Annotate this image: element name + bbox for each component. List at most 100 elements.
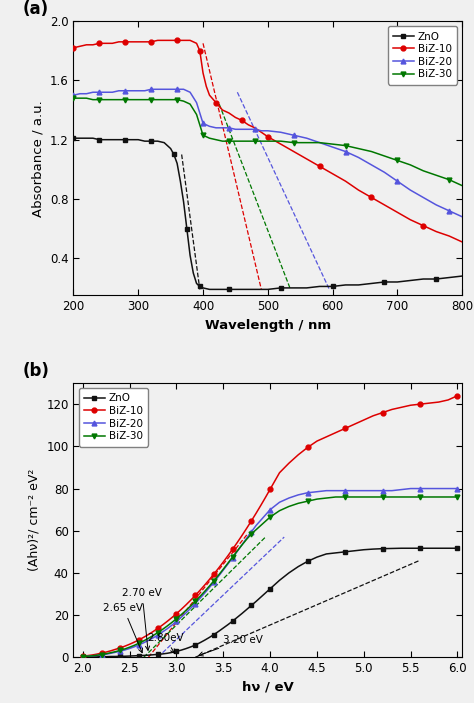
ZnO (226, 285, 232, 294)
ZnO (116, 136, 122, 144)
BiZ-20 (356, 153, 361, 162)
BiZ-30 (408, 161, 413, 169)
BiZ-20 (155, 85, 161, 93)
BiZ-20 (109, 88, 115, 96)
BiZ-20 (265, 127, 271, 135)
BiZ-30 (459, 181, 465, 190)
BiZ-10 (203, 82, 209, 91)
BiZ-30 (122, 96, 128, 104)
BiZ-10 (71, 44, 76, 52)
BiZ-10 (248, 517, 254, 525)
BiZ-30 (265, 137, 271, 146)
BiZ-10 (136, 636, 142, 644)
BiZ-20 (97, 88, 102, 96)
X-axis label: hν / eV: hν / eV (242, 681, 294, 694)
BiZ-20 (420, 193, 426, 202)
BiZ-20 (207, 122, 212, 131)
BiZ-30 (83, 94, 89, 103)
BiZ-30 (330, 140, 336, 148)
BiZ-20 (146, 636, 151, 645)
BiZ-10 (80, 652, 86, 660)
BiZ-30 (333, 493, 338, 501)
BiZ-20 (278, 128, 283, 136)
BiZ-30 (369, 148, 374, 156)
BiZ-30 (174, 96, 180, 104)
BiZ-30 (304, 138, 310, 147)
BiZ-10 (168, 36, 173, 44)
BiZ-20 (394, 177, 400, 186)
BiZ-10 (109, 39, 115, 48)
BiZ-10 (103, 39, 109, 48)
BiZ-30 (155, 96, 161, 104)
BiZ-30 (219, 137, 225, 146)
BiZ-10 (178, 605, 184, 614)
BiZ-30 (356, 144, 361, 153)
ZnO (194, 279, 200, 288)
ZnO (230, 617, 236, 625)
BiZ-20 (148, 85, 154, 93)
ZnO (356, 280, 361, 289)
BiZ-20 (455, 484, 460, 493)
BiZ-30 (129, 96, 135, 104)
ZnO (142, 137, 147, 146)
BiZ-20 (408, 186, 413, 194)
BiZ-20 (174, 85, 180, 93)
BiZ-20 (142, 86, 147, 95)
Text: 3.20 eV: 3.20 eV (199, 635, 263, 656)
ZnO (80, 653, 86, 662)
BiZ-10 (230, 545, 236, 553)
BiZ-20 (248, 527, 254, 536)
BiZ-30 (246, 137, 251, 146)
BiZ-10 (90, 41, 96, 49)
ZnO (252, 285, 258, 294)
BiZ-10 (459, 238, 465, 246)
BiZ-10 (219, 106, 225, 115)
BiZ-30 (207, 134, 212, 143)
Text: 2.80eV: 2.80eV (147, 633, 183, 653)
ZnO (129, 136, 135, 144)
ZnO (77, 134, 83, 143)
Line: BiZ-30: BiZ-30 (81, 494, 460, 659)
ZnO (343, 280, 348, 289)
BiZ-20 (239, 125, 245, 134)
ZnO (459, 272, 465, 280)
ZnO (317, 282, 322, 290)
BiZ-10 (265, 132, 271, 141)
ZnO (213, 285, 219, 294)
BiZ-10 (129, 38, 135, 46)
Text: 2.70 eV: 2.70 eV (122, 588, 162, 650)
BiZ-20 (103, 88, 109, 96)
BiZ-20 (246, 125, 251, 134)
BiZ-10 (356, 186, 361, 194)
BiZ-30 (420, 167, 426, 175)
BiZ-10 (252, 124, 258, 132)
ZnO (161, 138, 167, 147)
BiZ-30 (71, 94, 76, 103)
Text: (a): (a) (23, 0, 49, 18)
ZnO (382, 278, 387, 286)
Line: ZnO: ZnO (81, 546, 460, 659)
ZnO (433, 275, 439, 283)
ZnO (200, 284, 206, 292)
BiZ-20 (181, 85, 186, 93)
ZnO (146, 651, 151, 659)
BiZ-30 (248, 529, 254, 538)
BiZ-20 (369, 161, 374, 169)
X-axis label: Wavelength / nm: Wavelength / nm (205, 318, 331, 332)
ZnO (447, 273, 452, 282)
BiZ-30 (200, 131, 206, 139)
BiZ-20 (200, 119, 206, 127)
Line: BiZ-20: BiZ-20 (81, 486, 460, 659)
BiZ-30 (252, 137, 258, 146)
Line: BiZ-10: BiZ-10 (71, 38, 465, 245)
BiZ-10 (258, 128, 264, 136)
BiZ-10 (380, 408, 385, 417)
BiZ-10 (278, 140, 283, 148)
BiZ-30 (90, 96, 96, 104)
ZnO (455, 544, 460, 553)
BiZ-30 (136, 639, 142, 647)
BiZ-30 (103, 96, 109, 104)
ZnO (90, 134, 96, 143)
BiZ-10 (181, 36, 186, 44)
BiZ-20 (230, 553, 236, 562)
